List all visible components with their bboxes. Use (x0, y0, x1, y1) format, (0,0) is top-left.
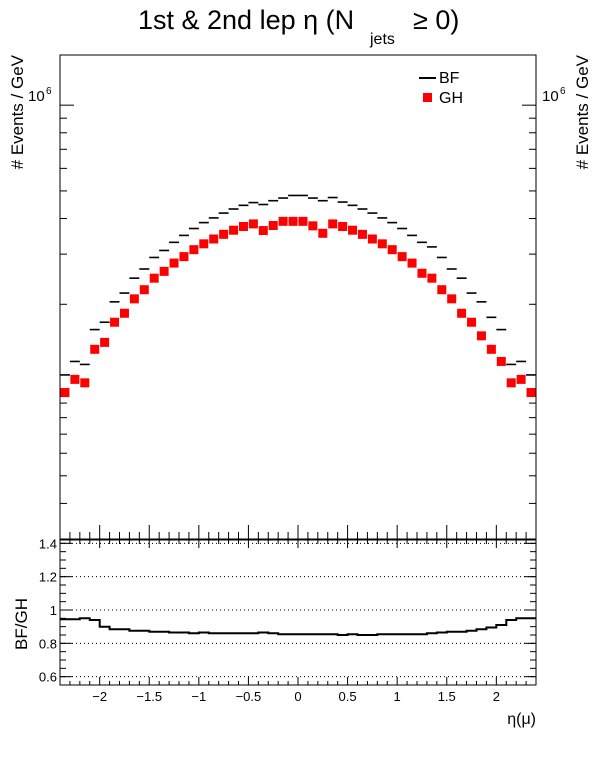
title-subscript: jets (369, 31, 395, 48)
gh-point (367, 234, 377, 244)
series-ratio (60, 617, 536, 636)
gh-point (377, 239, 387, 249)
gh-point (100, 337, 110, 347)
gh-point (248, 219, 258, 229)
gh-point (447, 294, 457, 304)
gh-point (486, 344, 496, 354)
ratio-xtick-labels: −2 −1.5 −1 −0.5 0 0.5 1 1.5 2 (92, 689, 500, 704)
gh-point (526, 388, 536, 398)
ratio-plot-frame (59, 539, 537, 686)
gh-point (258, 226, 268, 236)
ratio-ytick-label: 1.4 (39, 536, 57, 551)
gh-point (80, 378, 90, 388)
y-axis-label-left: # Events / GeV (8, 54, 27, 169)
gh-point (70, 374, 80, 384)
gh-point (397, 252, 407, 262)
gh-point (119, 308, 129, 318)
upper-axis-ticks (59, 104, 537, 539)
gh-point (238, 222, 248, 232)
gh-point (60, 388, 70, 398)
gh-point (298, 216, 308, 226)
ratio-ytick-labels: 0.6 0.8 1 1.2 1.4 (39, 536, 57, 684)
gh-point (417, 268, 427, 278)
ratio-ytick-label: 1.2 (39, 570, 57, 585)
svg-text:6: 6 (560, 86, 566, 97)
ratio-xtick-label: 1.5 (438, 689, 456, 704)
gh-point (209, 234, 219, 244)
ratio-grid (60, 542, 536, 678)
legend-bf-label: BF (439, 70, 460, 87)
series-gh (60, 216, 536, 398)
ratio-ytick-label: 1 (50, 603, 57, 618)
gh-point (427, 273, 437, 283)
series-bf (60, 194, 536, 376)
legend-gh-label: GH (439, 90, 463, 107)
gh-point (516, 374, 526, 384)
gh-point (229, 225, 239, 235)
gh-point (189, 245, 199, 255)
ratio-xtick-label: −0.5 (236, 689, 262, 704)
gh-point (90, 344, 100, 354)
gh-point (199, 239, 209, 249)
svg-text:10: 10 (28, 88, 45, 105)
ratio-xtick-label: 0.5 (339, 689, 357, 704)
ratio-ytick-label: 0.8 (39, 636, 57, 651)
chart-title: 1st & 2nd lep η (N jets ≥ 0) (138, 5, 459, 48)
gh-point (268, 221, 278, 231)
ratio-xtick-label: −2 (92, 689, 107, 704)
title-suffix: ≥ 0) (413, 5, 459, 35)
ratio-xtick-label: −1 (191, 689, 206, 704)
svg-text:6: 6 (46, 86, 52, 97)
gh-point (278, 216, 288, 226)
gh-point (110, 317, 120, 327)
gh-point (308, 221, 318, 231)
legend-gh-marker (423, 93, 432, 102)
gh-point (139, 285, 149, 295)
gh-point (129, 294, 139, 304)
gh-point (149, 273, 159, 283)
ytick-label-10e6-left: 10 6 (28, 86, 52, 105)
title-main: 1st & 2nd lep η (N (138, 5, 354, 35)
gh-point (219, 229, 229, 239)
gh-point (506, 378, 516, 388)
svg-text:10: 10 (542, 88, 559, 105)
ratio-y-axis-label: BF/GH (12, 598, 31, 650)
gh-point (338, 222, 348, 232)
gh-point (288, 216, 298, 226)
gh-point (387, 245, 397, 255)
gh-point (457, 308, 467, 318)
gh-point (467, 317, 477, 327)
legend: BF GH (419, 70, 463, 107)
gh-point (318, 228, 328, 238)
gh-point (328, 219, 338, 229)
ratio-ytick-label: 0.6 (39, 670, 57, 685)
x-axis-label: η(μ) (507, 711, 536, 728)
ratio-xtick-label: 2 (493, 689, 500, 704)
gh-point (159, 266, 169, 276)
ratio-axis-ticks (59, 540, 537, 685)
ratio-xtick-label: 0 (294, 689, 301, 704)
gh-point (169, 258, 179, 268)
ratio-xtick-label: 1 (394, 689, 401, 704)
ytick-label-10e6-right: 10 6 (542, 86, 566, 105)
gh-point (357, 229, 367, 239)
y-axis-label-right: # Events / GeV (573, 54, 592, 169)
gh-point (476, 331, 486, 341)
gh-point (348, 225, 358, 235)
gh-point (437, 285, 447, 295)
gh-point (179, 252, 189, 262)
gh-point (407, 258, 417, 268)
gh-point (496, 356, 506, 366)
ratio-xtick-label: −1.5 (136, 689, 162, 704)
ratio-line (60, 617, 536, 636)
